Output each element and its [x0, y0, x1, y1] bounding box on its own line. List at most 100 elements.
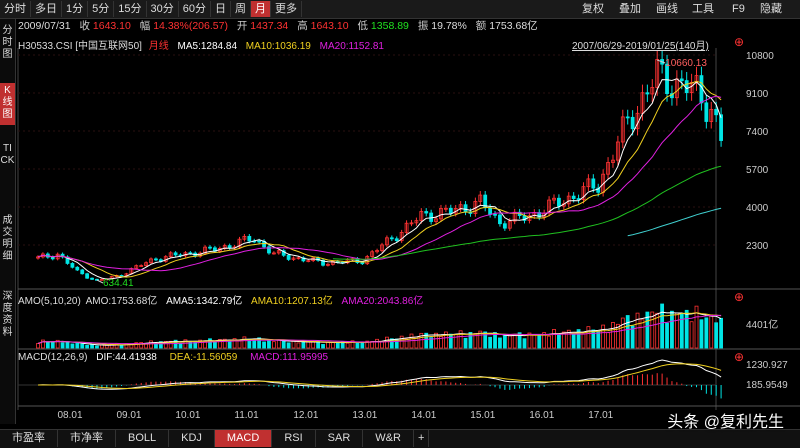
fuquan-button[interactable]: 复权 — [582, 3, 604, 15]
indicator-tab-8[interactable]: + — [414, 430, 430, 447]
amo-bar — [345, 342, 350, 349]
candle-body — [154, 258, 158, 261]
candle-body — [684, 80, 689, 94]
high-label: 高 — [297, 20, 308, 32]
f9-button[interactable]: F9 — [732, 3, 745, 15]
amo-bar — [611, 322, 615, 349]
period-tab-6[interactable]: 60分 — [179, 1, 211, 17]
swing-value: 19.78% — [431, 20, 467, 32]
amo-bar — [330, 342, 335, 349]
indicator-tab-0[interactable]: 市盈率 — [0, 430, 58, 447]
amo-bar — [606, 332, 610, 349]
candle-body — [655, 59, 660, 88]
time-axis-label: 11.01 — [234, 410, 259, 421]
draw-line-button[interactable]: 画线 — [656, 3, 678, 15]
kline-header: H30533.CSI [中国互联网50] 月线 MA5:1284.84 MA10… — [18, 37, 384, 52]
candle-body — [625, 116, 630, 119]
expand-icon[interactable]: ⊕ — [734, 35, 745, 49]
open-label: 开 — [236, 20, 248, 32]
close-value: 1643.10 — [92, 20, 131, 32]
period-tab-8[interactable]: 周 — [231, 1, 251, 17]
indicator-tab-6[interactable]: SAR — [316, 430, 364, 447]
amo-bar — [75, 342, 80, 349]
candle-body — [247, 235, 252, 242]
candle-body — [257, 240, 262, 243]
candle-body — [326, 263, 330, 266]
indicator-tab-5[interactable]: RSI — [272, 430, 316, 447]
amo-bar — [552, 328, 556, 349]
amo-bar — [615, 323, 620, 349]
indicator-tab-7[interactable]: W&R — [363, 430, 414, 447]
date-range-label[interactable]: 2007/06/29-2019/01/25(140月) — [572, 41, 709, 52]
sidebar-item-tick[interactable]: TICK — [0, 143, 15, 166]
amo-bar — [355, 342, 360, 349]
amo-bar — [399, 335, 404, 349]
sidebar-item-kline[interactable]: K线图 — [0, 83, 15, 125]
indicator-tab-4[interactable]: MACD — [214, 430, 273, 447]
amo-bar — [50, 341, 55, 349]
quote-info-line: 2009/07/31 收 1643.10 幅 14.38%(206.57) 开 … — [18, 18, 538, 34]
candle-body — [502, 223, 507, 229]
sidebar-item-depth-info[interactable]: 深度资料 — [2, 291, 13, 338]
amo-bar — [640, 319, 645, 349]
sidebar-item-intraday[interactable]: 分时图 — [2, 25, 13, 60]
watermark: 头条 @复利先生 — [667, 414, 784, 431]
candle-body — [719, 114, 723, 141]
tools-button[interactable]: 工具 — [692, 3, 714, 15]
candle-body — [60, 253, 65, 258]
quote-date: 2009/07/31 — [18, 20, 71, 32]
amo-bar — [80, 343, 85, 349]
period-tab-2[interactable]: 1分 — [62, 1, 89, 17]
amp-label: 幅 — [139, 20, 151, 32]
period-tab-1[interactable]: 多日 — [31, 1, 62, 17]
amo-bar — [424, 332, 429, 349]
period-tab-9[interactable]: 月 — [251, 1, 271, 17]
amo-bar — [55, 339, 60, 349]
ma10-line — [37, 80, 722, 278]
indicator-tab-3[interactable]: KDJ — [169, 430, 215, 447]
price-tick-label: 4000 — [746, 203, 769, 214]
macd-legend: MACD:111.95995 — [250, 352, 329, 363]
candle-body — [424, 211, 429, 214]
candle-body — [443, 207, 448, 210]
amo-bar — [296, 342, 301, 349]
amo-bar — [507, 334, 512, 349]
period-tab-7[interactable]: 日 — [211, 1, 231, 17]
amo-bar — [625, 315, 630, 349]
candle-body — [463, 204, 468, 213]
macd-expand-icon[interactable]: ⊕ — [734, 350, 745, 364]
amo-bar — [163, 340, 168, 349]
amo-bar — [566, 329, 571, 349]
period-tab-0[interactable]: 分时 — [0, 1, 31, 17]
candle-body — [606, 162, 610, 175]
amo-expand-icon[interactable]: ⊕ — [734, 290, 745, 304]
swing-label: 振 — [417, 20, 429, 32]
overlay-button[interactable]: 叠加 — [619, 3, 641, 15]
amo-bar — [404, 338, 409, 349]
high-marker-pointer — [657, 59, 666, 64]
amo-bar — [262, 341, 266, 349]
sidebar-item-trade-detail[interactable]: 成交明细 — [2, 215, 13, 262]
candle-body — [615, 141, 620, 161]
period-tab-4[interactable]: 15分 — [114, 1, 147, 17]
amo-bar — [709, 314, 714, 349]
candle-body — [173, 252, 178, 256]
amo-bar — [517, 332, 522, 349]
amo-bar — [586, 326, 591, 349]
indicator-tab-2[interactable]: BOLL — [116, 430, 170, 447]
period-tab-3[interactable]: 5分 — [88, 1, 115, 17]
period-tab-10[interactable]: 更多 — [271, 1, 302, 17]
high-value: 1643.10 — [310, 20, 349, 32]
hide-button[interactable]: 隐藏 — [760, 3, 782, 15]
amo-bar — [208, 338, 212, 349]
amo-bar — [375, 338, 379, 349]
candle-body — [50, 256, 55, 260]
amo-bar — [286, 342, 291, 349]
amo-bar — [242, 336, 247, 349]
period-tab-5[interactable]: 30分 — [147, 1, 179, 17]
amo-bar — [41, 339, 45, 349]
indicator-tab-1[interactable]: 市净率 — [58, 430, 116, 447]
amo-bar — [139, 342, 144, 349]
time-axis-label: 16.01 — [529, 410, 554, 421]
